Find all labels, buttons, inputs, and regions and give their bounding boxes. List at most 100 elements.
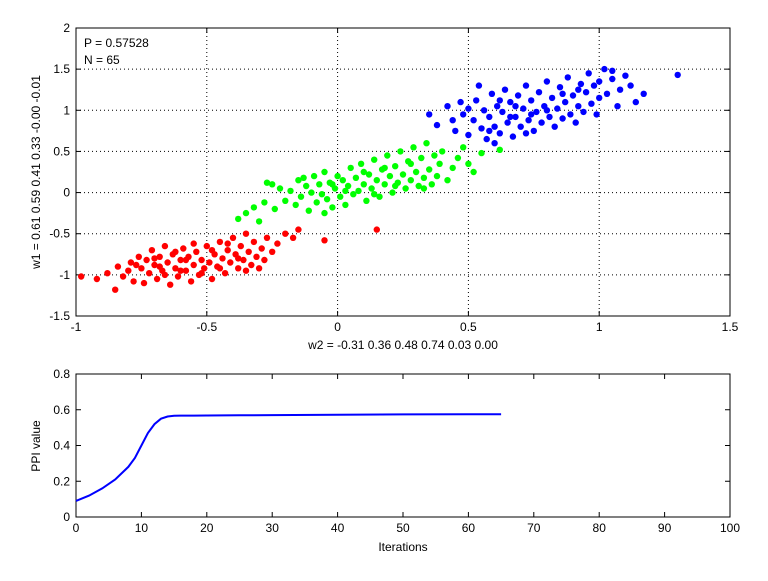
scatter-point-series-3 — [554, 105, 561, 112]
scatter-point-series-3 — [504, 119, 511, 126]
scatter-point-series-2 — [271, 205, 278, 213]
scatter-point-series-1 — [282, 230, 289, 237]
scatter-point-series-3 — [546, 113, 553, 121]
scatter-point-series-2 — [337, 193, 344, 200]
line-x-tick-label: 80 — [593, 521, 607, 535]
scatter-point-series-1 — [164, 259, 171, 266]
scatter-point-series-3 — [562, 98, 569, 106]
scatter-point-series-2 — [381, 164, 388, 172]
scatter-point-series-3 — [496, 130, 503, 137]
scatter-point-series-3 — [559, 115, 566, 122]
scatter-point-series-3 — [452, 127, 459, 135]
scatter-point-series-2 — [321, 209, 328, 217]
scatter-point-series-1 — [130, 278, 137, 285]
scatter-point-series-2 — [371, 156, 378, 163]
scatter-point-series-2 — [300, 174, 307, 181]
scatter-point-series-3 — [582, 89, 590, 96]
scatter-point-series-1 — [206, 259, 213, 266]
scatter-point-series-2 — [352, 174, 360, 181]
scatter-point-series-1 — [263, 234, 271, 241]
scatter-point-series-1 — [177, 267, 184, 274]
scatter-point-series-2 — [276, 185, 284, 192]
scatter-point-series-1 — [250, 238, 258, 246]
scatter-y-tick-label: 0 — [63, 186, 70, 200]
scatter-point-series-1 — [216, 265, 224, 272]
scatter-point-series-2 — [310, 172, 318, 180]
scatter-point-series-2 — [444, 177, 451, 184]
scatter-point-series-3 — [486, 127, 493, 135]
scatter-point-series-3 — [480, 107, 488, 114]
scatter-point-series-2 — [350, 191, 357, 198]
scatter-point-series-1 — [242, 230, 250, 237]
scatter-y-axis-label: w1 = 0.61 0.59 0.41 0.33 -0.00 -0.01 — [29, 75, 43, 270]
scatter-point-series-3 — [588, 100, 595, 107]
scatter-point-series-1 — [190, 240, 197, 247]
scatter-point-series-3 — [522, 130, 530, 137]
scatter-point-series-2 — [423, 140, 430, 147]
line-y-tick-label: 0.4 — [53, 439, 70, 453]
scatter-point-series-3 — [596, 78, 603, 85]
scatter-point-series-1 — [180, 245, 187, 252]
scatter-x-tick-label: -1 — [71, 320, 82, 334]
scatter-point-series-2 — [305, 207, 312, 214]
scatter-point-series-1 — [172, 248, 179, 255]
scatter-point-series-1 — [127, 259, 135, 266]
scatter-ticks: -1 -0.5 0 0.5 1 1.5-1.5-1-0.500.511.52 — [49, 21, 738, 334]
scatter-point-series-1 — [167, 281, 174, 288]
scatter-point-series-1 — [156, 253, 163, 260]
scatter-point-series-3 — [491, 123, 498, 130]
scatter-point-series-1 — [104, 270, 111, 277]
scatter-point-series-1 — [146, 270, 153, 277]
scatter-point-series-3 — [575, 103, 582, 110]
scatter-point-series-2 — [418, 154, 425, 162]
scatter-point-series-1 — [143, 256, 150, 264]
scatter-point-series-2 — [342, 187, 349, 195]
scatter-point-series-1 — [78, 273, 85, 280]
scatter-point-series-2 — [386, 172, 394, 180]
scatter-point-series-3 — [627, 82, 634, 89]
scatter-point-series-2 — [329, 204, 336, 211]
scatter-point-series-2 — [355, 187, 362, 195]
scatter-point-series-2 — [250, 204, 258, 211]
scatter-point-series-2 — [397, 148, 404, 155]
scatter-point-series-1 — [177, 256, 184, 264]
scatter-point-series-1 — [208, 275, 216, 283]
scatter-point-series-1 — [172, 265, 179, 272]
scatter-point-series-3 — [616, 86, 624, 93]
scatter-point-series-1 — [240, 256, 247, 264]
scatter-point-series-2 — [344, 182, 352, 190]
scatter-point-series-3 — [609, 67, 616, 75]
scatter-point-series-3 — [559, 90, 566, 98]
scatter-point-series-3 — [585, 70, 592, 77]
scatter-point-series-1 — [198, 270, 205, 277]
scatter-point-series-1 — [373, 226, 380, 233]
scatter-point-series-3 — [538, 119, 545, 126]
scatter-point-series-2 — [376, 193, 383, 200]
scatter-point-series-1 — [274, 240, 281, 247]
scatter-point-series-1 — [161, 271, 169, 279]
scatter-point-series-3 — [520, 105, 527, 112]
scatter-point-series-2 — [415, 182, 422, 190]
scatter-point-series-2 — [407, 177, 414, 184]
line-plot-area — [75, 373, 731, 518]
line-x-tick-label: 0 — [73, 521, 80, 535]
scatter-point-series-2 — [428, 181, 435, 188]
line-x-tick-label: 90 — [658, 521, 672, 535]
line-x-tick-label: 20 — [200, 521, 214, 535]
scatter-point-series-1 — [219, 255, 226, 262]
scatter-point-series-3 — [601, 65, 608, 73]
scatter-point-series-3 — [433, 121, 441, 129]
scatter-point-series-2 — [392, 182, 399, 190]
scatter-point-series-1 — [229, 234, 237, 241]
scatter-point-series-2 — [242, 209, 250, 217]
scatter-point-series-1 — [245, 248, 252, 255]
scatter-point-series-2 — [292, 201, 299, 209]
scatter-point-series-1 — [119, 273, 127, 280]
scatter-point-series-3 — [596, 94, 603, 102]
scatter-point-series-1 — [174, 273, 182, 280]
scatter-point-series-1 — [269, 248, 276, 255]
scatter-y-tick-label: 1 — [63, 103, 70, 117]
scatter-point-series-1 — [235, 255, 242, 262]
line-x-tick-label: 30 — [266, 521, 280, 535]
